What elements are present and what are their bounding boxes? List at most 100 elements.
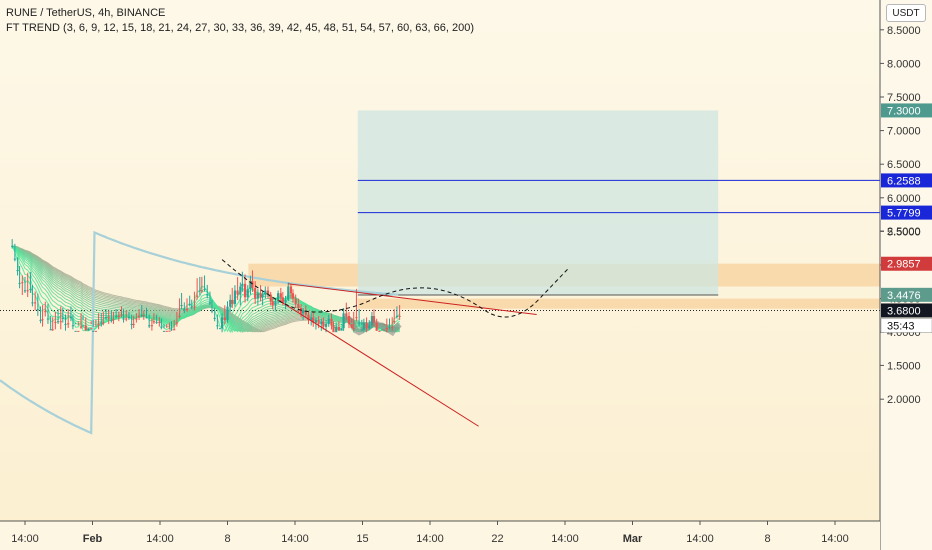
candle-body	[51, 329, 54, 331]
candle-126	[330, 313, 333, 330]
candle-44	[122, 309, 125, 323]
candle-6	[26, 272, 29, 298]
candle-body	[49, 329, 52, 331]
candle-body	[107, 317, 110, 319]
candles-layer	[11, 239, 401, 333]
price-label-0: 7.3000	[887, 105, 921, 117]
candle-body	[277, 293, 280, 302]
x-tick-label-3: 8	[224, 533, 230, 545]
candle-body	[61, 317, 64, 319]
candle-146	[380, 326, 384, 331]
candle-body	[393, 321, 396, 323]
candle-49	[135, 313, 138, 323]
candle-65	[175, 311, 178, 327]
candle-body	[56, 321, 60, 323]
price-label-bg-5	[881, 287, 932, 302]
candle-144	[375, 318, 378, 331]
candle-0	[11, 239, 14, 249]
x-tick-label-4: 14:00	[281, 533, 309, 545]
candle-148	[385, 318, 388, 333]
candle-body	[11, 245, 14, 247]
candle-body	[168, 330, 171, 332]
candle-43	[120, 306, 123, 318]
candle-5	[23, 276, 27, 293]
price-label-1: 6.2588	[887, 175, 921, 187]
x-tick-label-0: 14:00	[11, 533, 39, 545]
candle-23	[69, 306, 72, 322]
candle-30	[87, 322, 90, 331]
candle-body	[391, 326, 394, 328]
candle-body	[279, 293, 282, 298]
candle-body	[216, 325, 219, 327]
ft-trend-ribbon	[11, 245, 402, 337]
candle-body	[249, 281, 252, 290]
candle-body	[137, 315, 141, 317]
candle-151	[393, 309, 396, 324]
price-label-2: 5.7799	[887, 208, 921, 220]
candle-body	[142, 315, 145, 317]
candle-19	[59, 306, 62, 330]
candle-body	[385, 327, 388, 329]
candle-66	[178, 298, 181, 319]
candle-body	[54, 321, 57, 323]
candle-body	[320, 321, 323, 325]
candle-body	[241, 283, 244, 287]
candle-7	[29, 272, 32, 293]
candle-13	[44, 301, 47, 317]
candle-22	[67, 309, 70, 328]
currency-button[interactable]: USDT	[886, 4, 926, 22]
candle-63	[170, 321, 173, 331]
candle-body	[261, 294, 264, 298]
price-label-3: 3.6800	[887, 305, 921, 317]
candle-14	[46, 303, 50, 324]
candle-28	[81, 315, 85, 327]
x-tick-label-9: Mar	[623, 533, 643, 545]
candle-147	[383, 324, 386, 331]
y-tick-label-1: 8.0000	[887, 58, 921, 70]
candle-body	[150, 325, 153, 327]
candle-114	[299, 303, 303, 318]
candle-body	[31, 302, 34, 304]
candle-body	[188, 303, 191, 305]
candle-132	[345, 302, 348, 321]
candle-150	[391, 317, 394, 331]
candle-body	[178, 315, 181, 317]
candle-3	[18, 266, 21, 289]
candle-body	[370, 316, 374, 326]
candle-141	[368, 320, 371, 330]
x-tick-label-6: 14:00	[416, 533, 444, 545]
price-label-5: 3.4476	[887, 290, 921, 302]
candle-117	[307, 310, 310, 325]
candle-54	[148, 314, 151, 328]
candle-129	[337, 321, 340, 331]
candle-body	[16, 270, 19, 272]
candle-body	[92, 330, 95, 332]
candle-body	[162, 330, 166, 332]
candle-15	[49, 315, 52, 331]
candle-body	[297, 303, 300, 309]
candle-137	[358, 309, 361, 327]
x-tick-label-12: 14:00	[821, 533, 849, 545]
candle-body	[236, 290, 239, 295]
candle-body	[81, 325, 85, 327]
candle-body	[115, 315, 118, 317]
candle-59	[160, 318, 163, 330]
candle-body	[100, 322, 103, 324]
candle-body	[127, 317, 131, 319]
candle-97	[256, 289, 259, 306]
candle-body	[302, 310, 305, 314]
indicator-legend[interactable]: FT TREND (3, 6, 9, 12, 15, 18, 21, 24, 2…	[6, 22, 475, 34]
candle-102	[269, 291, 272, 306]
candle-48	[132, 315, 135, 328]
candle-88	[233, 285, 237, 307]
arc-projection	[221, 259, 569, 318]
price-label-bg-3	[881, 303, 932, 318]
candle-body	[294, 298, 297, 304]
candle-25	[74, 322, 77, 332]
candle-95	[251, 270, 254, 292]
candle-body	[259, 293, 262, 298]
candle-body	[183, 309, 186, 311]
candle-body	[398, 315, 401, 317]
